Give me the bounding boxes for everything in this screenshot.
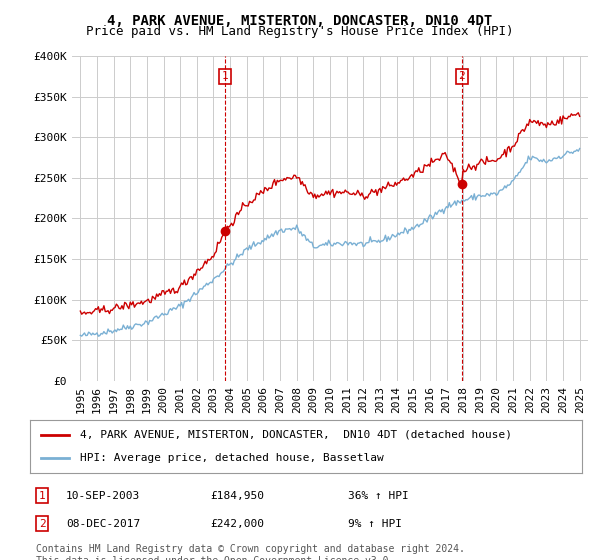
Text: 2: 2 — [38, 519, 46, 529]
Text: 9% ↑ HPI: 9% ↑ HPI — [348, 519, 402, 529]
Text: £184,950: £184,950 — [210, 491, 264, 501]
Text: 2: 2 — [458, 71, 465, 81]
Text: 1: 1 — [222, 71, 229, 81]
Text: 1: 1 — [38, 491, 46, 501]
Text: £242,000: £242,000 — [210, 519, 264, 529]
Text: HPI: Average price, detached house, Bassetlaw: HPI: Average price, detached house, Bass… — [80, 453, 383, 463]
Text: Contains HM Land Registry data © Crown copyright and database right 2024.
This d: Contains HM Land Registry data © Crown c… — [36, 544, 465, 560]
Text: 4, PARK AVENUE, MISTERTON, DONCASTER,  DN10 4DT (detached house): 4, PARK AVENUE, MISTERTON, DONCASTER, DN… — [80, 430, 512, 440]
Text: 36% ↑ HPI: 36% ↑ HPI — [348, 491, 409, 501]
Text: Price paid vs. HM Land Registry's House Price Index (HPI): Price paid vs. HM Land Registry's House … — [86, 25, 514, 38]
Text: 08-DEC-2017: 08-DEC-2017 — [66, 519, 140, 529]
Text: 4, PARK AVENUE, MISTERTON, DONCASTER, DN10 4DT: 4, PARK AVENUE, MISTERTON, DONCASTER, DN… — [107, 14, 493, 28]
Text: 10-SEP-2003: 10-SEP-2003 — [66, 491, 140, 501]
